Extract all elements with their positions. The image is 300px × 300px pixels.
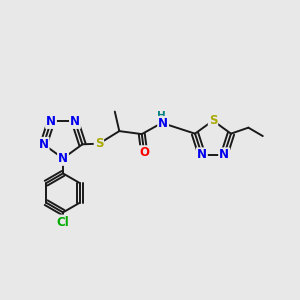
Text: N: N [58, 152, 68, 165]
Text: S: S [95, 137, 103, 150]
Text: N: N [219, 148, 229, 161]
Text: O: O [139, 146, 149, 159]
Text: H: H [157, 111, 166, 121]
Text: N: N [39, 138, 49, 151]
Text: N: N [46, 115, 56, 128]
Text: N: N [70, 115, 80, 128]
Text: N: N [158, 117, 168, 130]
Text: N: N [197, 148, 207, 161]
Text: S: S [209, 114, 217, 127]
Text: Cl: Cl [57, 215, 69, 229]
